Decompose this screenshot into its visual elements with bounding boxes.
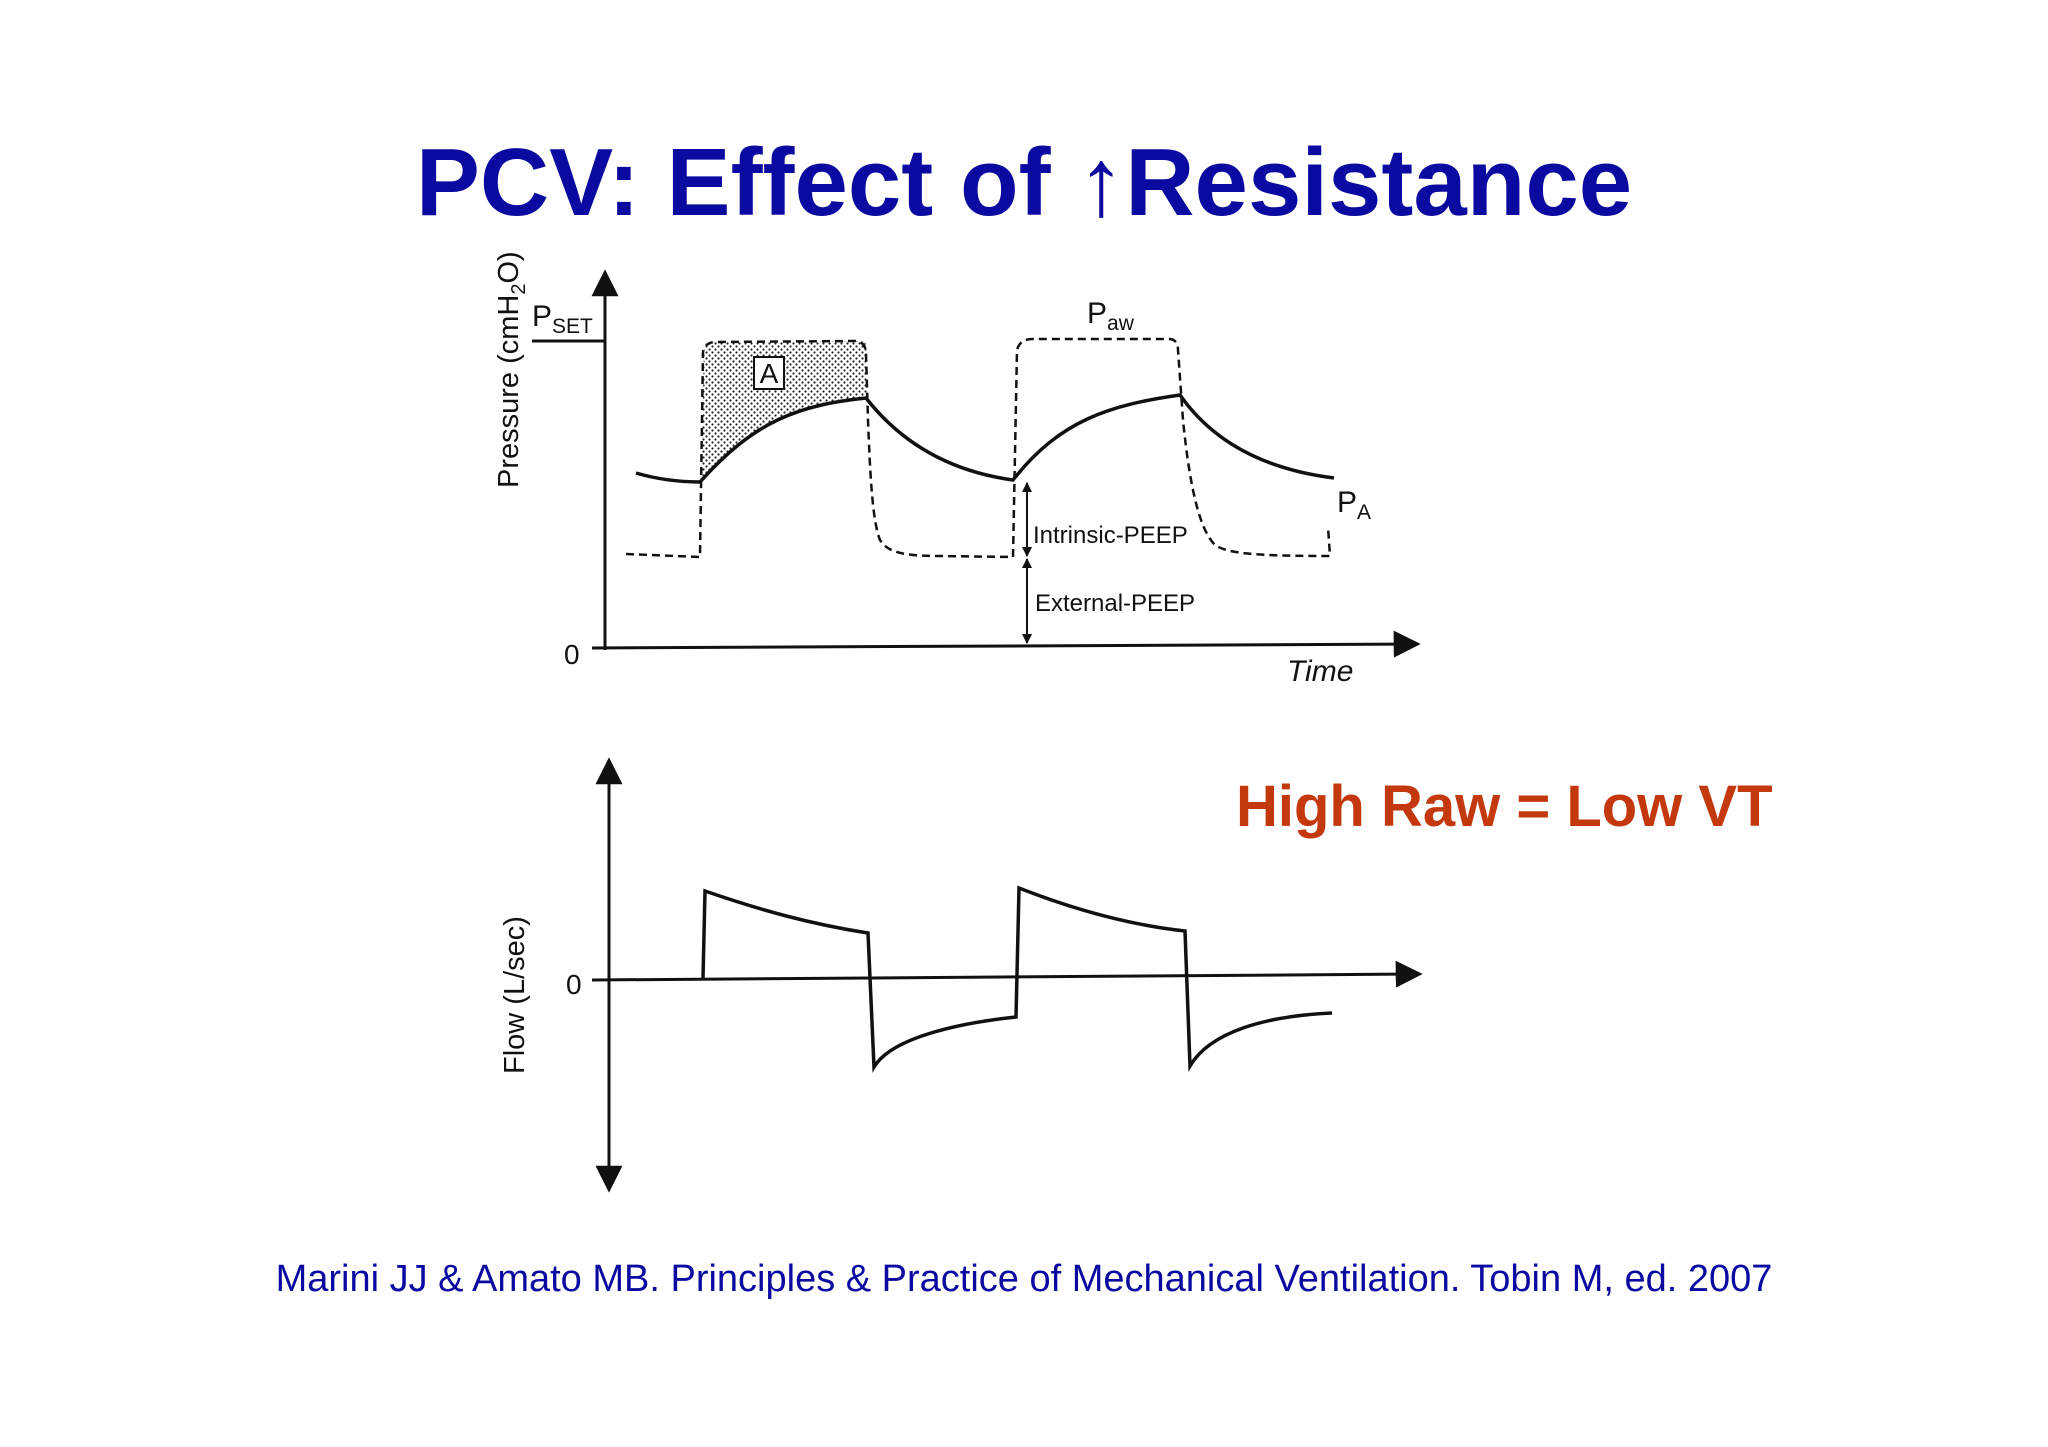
pset-label: PSET xyxy=(532,300,593,338)
paw-trace xyxy=(625,337,1332,559)
citation-text: Marini JJ & Amato MB. Principles & Pract… xyxy=(275,1258,1773,1300)
pa-trace xyxy=(635,393,1335,484)
pa-label: PA xyxy=(1337,486,1371,524)
intrinsic-peep-label: Intrinsic-PEEP xyxy=(1033,522,1188,549)
up-arrow-icon: ↑ xyxy=(1077,129,1126,236)
external-peep-label: External-PEEP xyxy=(1035,590,1195,617)
area-a-label: A xyxy=(760,358,779,389)
slide-title: PCV: Effect of ↑Resistance xyxy=(0,128,2048,238)
flow-panel: 0 Flow (L/sec) xyxy=(499,757,1423,1193)
flow-y-axis-label: Flow (L/sec) xyxy=(499,916,531,1074)
pressure-y-axis-label: Pressure (cmH2O) xyxy=(493,251,530,488)
flow-trace xyxy=(701,885,1333,1073)
paw-label: Paw xyxy=(1087,297,1135,335)
conclusion-text: High Raw = Low VT xyxy=(1236,774,1773,839)
area-a-box xyxy=(753,356,785,390)
pressure-zero-label: 0 xyxy=(564,639,580,670)
time-axis-label: Time xyxy=(1287,655,1353,688)
title-prefix: PCV: Effect of xyxy=(415,129,1078,236)
flow-zero-label: 0 xyxy=(566,969,582,1000)
shaded-area-a xyxy=(701,341,867,482)
flow-x-axis xyxy=(591,960,1423,988)
title-suffix: Resistance xyxy=(1125,129,1633,236)
pressure-panel: A PSET Paw PA Intrinsic-PEEP External-PE… xyxy=(493,251,1421,688)
pressure-x-axis xyxy=(591,630,1421,658)
